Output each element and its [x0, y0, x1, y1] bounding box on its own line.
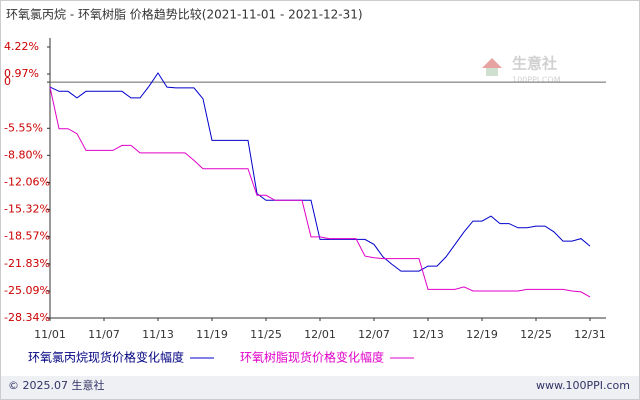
x-tick-label: 11/01 [34, 328, 66, 341]
watermark-name: 生意社 [512, 55, 557, 73]
logo-roof [482, 58, 502, 68]
watermark-site: 100PPI.COM [512, 76, 561, 85]
x-tick-label: 12/13 [412, 328, 444, 341]
y-tick-label: 4.22% [4, 40, 39, 53]
x-tick-label: 12/25 [520, 328, 552, 341]
watermark: 生意社 100PPI.COM [482, 55, 561, 85]
footer-left: © 2025.07 生意社 [8, 378, 104, 392]
x-tick-label: 11/13 [142, 328, 174, 341]
y-tick-label: -5.55% [4, 121, 43, 134]
y-tick-label: -18.57% [4, 230, 50, 243]
y-tick-label: -15.32% [4, 203, 50, 216]
chart-title: 环氧氯丙烷 - 环氧树脂 价格趋势比较(2021-11-01 - 2021-12… [6, 7, 363, 22]
x-tick-label: 12/31 [574, 328, 606, 341]
x-tick-label: 12/19 [466, 328, 498, 341]
y-tick-label: -21.83% [4, 257, 50, 270]
y-tick-label: 0 [4, 75, 11, 88]
x-tick-label: 11/25 [250, 328, 282, 341]
x-tick-label: 11/07 [88, 328, 120, 341]
footer-right: www.100PPI.com [536, 379, 630, 392]
x-tick-label: 12/01 [304, 328, 336, 341]
legend-label: 环氧树脂现货价格变化幅度 [240, 350, 384, 365]
legend-label: 环氧氯丙烷现货价格变化幅度 [28, 350, 184, 365]
logo-body [486, 68, 498, 76]
y-tick-label: -12.06% [4, 175, 50, 188]
y-tick-label: -8.80% [4, 148, 43, 161]
y-tick-label: 0.97% [4, 67, 39, 80]
footer-bar [1, 376, 639, 399]
y-tick-label: -25.09% [4, 284, 50, 297]
series-line [49, 72, 591, 272]
series-line [49, 86, 591, 298]
y-tick-label: -28.34% [4, 311, 50, 324]
x-tick-label: 11/19 [196, 328, 228, 341]
x-tick-label: 12/07 [358, 328, 390, 341]
